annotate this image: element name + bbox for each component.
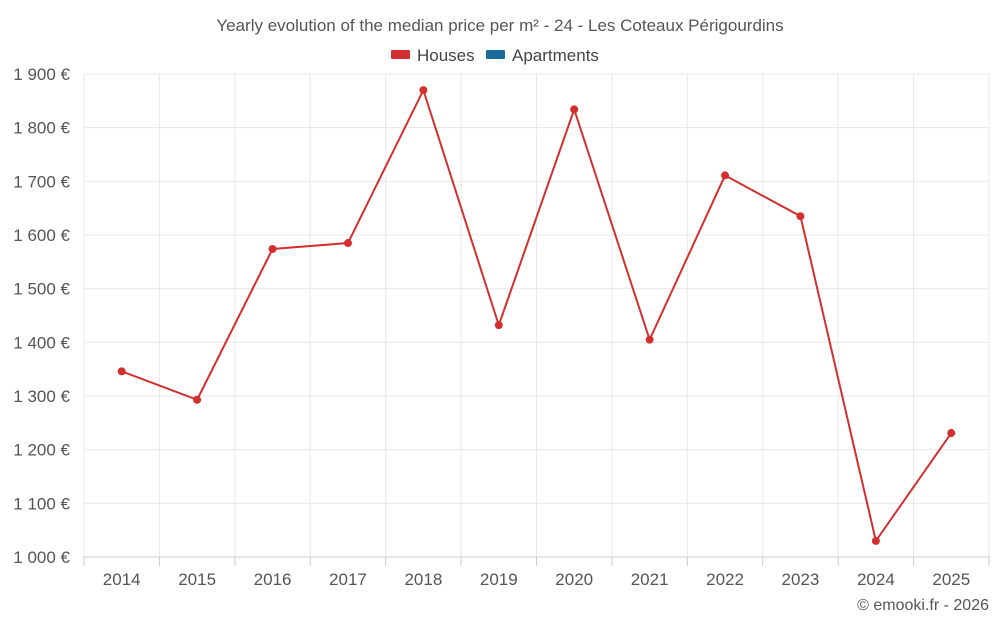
legend-swatch-apartments — [486, 50, 505, 59]
x-tick-label: 2021 — [631, 570, 669, 589]
y-tick-label: 1 700 € — [13, 172, 70, 191]
legend-label-apartments: Apartments — [512, 46, 599, 65]
x-tick-label: 2020 — [555, 570, 593, 589]
x-tick-label: 2017 — [329, 570, 367, 589]
x-tick-label: 2014 — [103, 570, 141, 589]
data-point-houses[interactable] — [268, 244, 277, 253]
x-tick-label: 2016 — [254, 570, 292, 589]
y-tick-label: 1 800 € — [13, 119, 70, 138]
data-point-houses[interactable] — [570, 105, 579, 114]
x-tick-label: 2022 — [706, 570, 744, 589]
y-tick-label: 1 000 € — [13, 548, 70, 567]
x-tick-label: 2023 — [782, 570, 820, 589]
x-tick-label: 2025 — [932, 570, 970, 589]
y-tick-label: 1 300 € — [13, 387, 70, 406]
legend-item-houses[interactable]: Houses — [391, 46, 475, 65]
grid — [83, 73, 990, 557]
series-layer — [117, 86, 956, 545]
y-tick-label: 1 500 € — [13, 280, 70, 299]
x-tick-label: 2024 — [857, 570, 895, 589]
x-tick-label: 2018 — [404, 570, 442, 589]
data-point-houses[interactable] — [871, 536, 880, 545]
data-point-houses[interactable] — [117, 367, 126, 376]
data-point-houses[interactable] — [494, 321, 503, 330]
data-point-houses[interactable] — [343, 239, 352, 248]
y-tick-label: 1 900 € — [13, 65, 70, 84]
legend-label-houses: Houses — [417, 46, 475, 65]
y-tick-label: 1 400 € — [13, 333, 70, 352]
legend: Houses Apartments — [391, 46, 599, 65]
credit-text: © emooki.fr - 2026 — [857, 597, 989, 614]
data-point-houses[interactable] — [193, 395, 202, 404]
y-tick-label: 1 600 € — [13, 226, 70, 245]
x-tick-label: 2019 — [480, 570, 518, 589]
data-point-houses[interactable] — [721, 171, 730, 180]
data-point-houses[interactable] — [947, 429, 956, 438]
chart-title: Yearly evolution of the median price per… — [216, 16, 783, 35]
y-tick-label: 1 200 € — [13, 441, 70, 460]
legend-item-apartments[interactable]: Apartments — [486, 46, 599, 65]
series-line-houses — [121, 87, 953, 544]
data-point-houses[interactable] — [796, 212, 805, 221]
x-tick-label: 2015 — [178, 570, 216, 589]
legend-swatch-houses — [391, 50, 410, 59]
y-tick-label: 1 100 € — [13, 494, 70, 513]
data-point-houses[interactable] — [645, 335, 654, 344]
data-point-houses[interactable] — [419, 86, 428, 95]
axes: 1 000 € 1 100 € 1 200 € 1 300 € 1 400 € 1 500… — [13, 65, 990, 589]
